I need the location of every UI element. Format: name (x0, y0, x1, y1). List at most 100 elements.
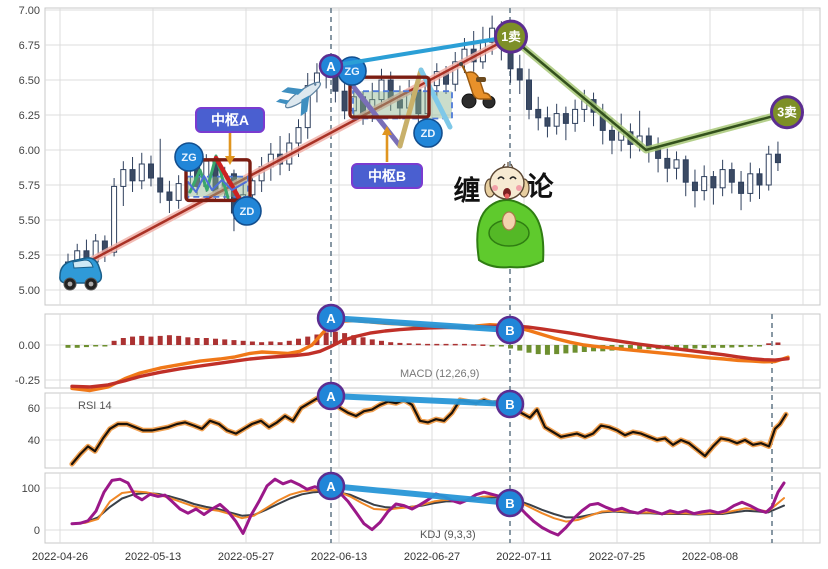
sell-marker[interactable] (770, 95, 804, 130)
macd-bar (111, 340, 117, 345)
pivot-tag[interactable] (195, 107, 265, 133)
rsi-line-RSI (70, 397, 788, 466)
macd-bar (296, 338, 301, 345)
candle-body (378, 79, 385, 101)
plane-wing (281, 87, 304, 95)
candle-body (608, 129, 615, 141)
macd-bar (581, 345, 587, 352)
macd-bar (323, 332, 329, 345)
b-marker-label: B (505, 323, 514, 338)
macd-bar (305, 336, 311, 345)
xtick-label: 2022-07-25 (589, 551, 645, 563)
b-marker[interactable] (495, 315, 525, 345)
rsi-panel-label: RSI 14 (78, 400, 112, 412)
candle-body (157, 177, 164, 193)
macd-bar (508, 345, 514, 349)
scooter-handle (461, 64, 467, 74)
sell-point-1[interactable]: 1卖 (494, 19, 528, 54)
xtick-label: 2022-04-26 (32, 551, 88, 563)
chan-character: 缠 (454, 175, 481, 206)
macd-bar (563, 345, 569, 354)
sell-marker[interactable] (494, 19, 528, 54)
b-marker-label: B (505, 496, 514, 511)
pivot-zigzag-2 (187, 175, 247, 193)
macd-bar (213, 338, 219, 345)
macd-bar (268, 341, 274, 345)
pivot-zone-中枢B[interactable]: 中枢B ZG ZD (337, 56, 453, 189)
dog-head (489, 166, 525, 200)
divergence-rsi[interactable]: AB (316, 381, 525, 419)
a-marker[interactable] (316, 381, 346, 411)
macd-bar (249, 341, 255, 345)
zd-marker[interactable] (232, 196, 262, 226)
dog-tongue (504, 193, 510, 199)
pivot-box[interactable] (348, 75, 431, 119)
pivot-box[interactable] (184, 158, 252, 203)
monk-dog-sticker[interactable]: 缠论 (454, 162, 555, 269)
dog-eye (497, 176, 505, 180)
axis-layer: 7.00 6.75 6.50 6.25 6.00 5.75 5.50 5.25 5.00 0.00… (15, 5, 738, 563)
a-marker[interactable] (318, 53, 344, 79)
pivot-arrowhead (382, 126, 392, 135)
pivot-tag[interactable] (351, 163, 423, 189)
ab-line[interactable] (328, 315, 513, 333)
divergence-macd[interactable]: AB (316, 303, 525, 345)
price-ab-segment[interactable] (329, 34, 513, 68)
a-marker-label: A (326, 479, 336, 494)
macd-bar (194, 338, 200, 345)
candle-body (147, 163, 154, 179)
a-marker[interactable] (316, 303, 346, 333)
pivot-zone-中枢A[interactable]: 中枢A ZG ZD (174, 107, 265, 226)
macd-bar (65, 345, 71, 348)
pivot-zigzag-0 (188, 154, 230, 200)
a-marker-label: A (326, 59, 336, 74)
b-marker[interactable] (495, 389, 525, 419)
ytick-price: 5.50 (19, 215, 40, 227)
zd-marker[interactable] (413, 118, 443, 148)
candle-body (526, 79, 532, 110)
zg-marker[interactable] (174, 142, 204, 172)
a-marker[interactable] (316, 471, 346, 501)
macd-bar (701, 345, 707, 349)
candle-body (738, 181, 745, 194)
xtick-label: 2022-08-08 (682, 551, 738, 563)
macd-bar (166, 335, 172, 345)
ytick-price: 5.25 (19, 250, 40, 262)
macd-bar (231, 340, 237, 345)
candle-body (544, 117, 551, 127)
candle-body (664, 157, 671, 169)
sell-point-2[interactable]: 3卖 (770, 95, 804, 130)
b-marker[interactable] (495, 488, 525, 518)
dog-cheek (492, 185, 498, 191)
kdj-line-J (70, 477, 786, 537)
uptrend-line[interactable] (65, 36, 511, 275)
car-sticker[interactable] (59, 257, 103, 291)
macd-bar (74, 345, 80, 348)
candle-body (572, 108, 579, 124)
plane-sticker[interactable] (273, 71, 329, 123)
candle-body (756, 173, 763, 186)
macd-bar (83, 345, 89, 348)
divergence-price[interactable]: A (318, 53, 344, 79)
downtrend-line[interactable] (510, 36, 790, 152)
b-marker-label: B (505, 397, 514, 412)
zg-marker-label: ZG (344, 66, 359, 78)
ytick-kdj: 100 (22, 483, 40, 495)
xtick-label: 2022-05-27 (218, 551, 274, 563)
macd-bar (692, 345, 698, 349)
macd-bar (434, 343, 440, 346)
candle-body (535, 108, 542, 119)
scooter-mirror (459, 62, 463, 66)
divergence-kdj[interactable]: AB (316, 471, 525, 518)
candle-body (562, 113, 569, 124)
ab-line[interactable] (328, 483, 513, 506)
candle-body (111, 185, 118, 253)
xtick-label: 2022-06-27 (404, 551, 460, 563)
candle-body (452, 61, 459, 85)
ab-line[interactable] (328, 393, 513, 407)
macd-bar (93, 345, 99, 347)
scooter-sticker[interactable] (459, 62, 496, 109)
candle-body (682, 159, 689, 183)
